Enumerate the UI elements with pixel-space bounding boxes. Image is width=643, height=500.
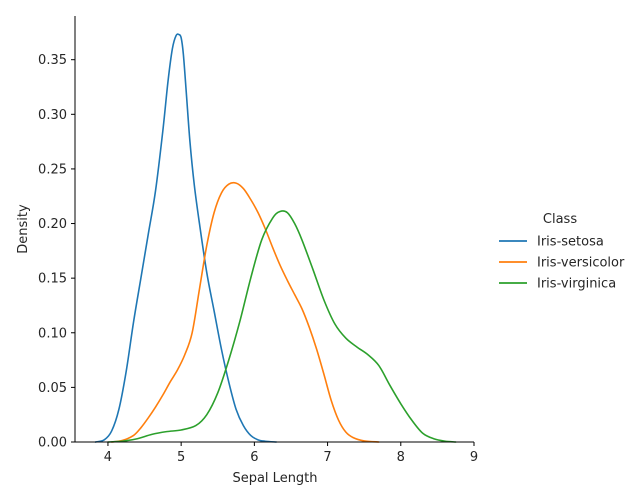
y-tick-label: 0.10 — [38, 326, 67, 341]
series-line-iris-versicolor — [110, 181, 380, 443]
y-tick-label: 0.35 — [38, 53, 67, 68]
series-line-iris-setosa — [94, 33, 278, 443]
x-tick-label: 5 — [177, 450, 185, 465]
legend-label-iris-versicolor: Iris-versicolor — [537, 256, 625, 271]
y-tick-label: 0.25 — [38, 162, 67, 177]
x-tick-label: 6 — [250, 450, 258, 465]
legend-label-iris-virginica: Iris-virginica — [537, 277, 616, 292]
plot-lines — [94, 33, 457, 443]
y-tick-label: 0.00 — [38, 436, 67, 451]
series-line-iris-virginica — [107, 210, 457, 443]
x-tick-label: 7 — [323, 450, 331, 465]
legend-label-iris-setosa: Iris-setosa — [537, 235, 604, 250]
legend-title: Class — [543, 212, 577, 227]
y-tick-label: 0.15 — [38, 272, 67, 287]
x-tick-label: 9 — [470, 450, 478, 465]
axes — [74, 16, 474, 443]
y-tick-label: 0.20 — [38, 217, 67, 232]
x-tick-label: 8 — [397, 450, 405, 465]
y-tick-label: 0.30 — [38, 108, 67, 123]
y-axis-ticks: 0.00 0.05 0.10 0.15 0.20 0.25 0.30 0.35 — [38, 53, 75, 451]
x-tick-label: 4 — [104, 450, 112, 465]
x-axis-ticks: 4 5 6 7 8 9 — [104, 442, 478, 465]
y-axis-label: Density — [16, 204, 31, 254]
y-tick-label: 0.05 — [38, 381, 67, 396]
x-axis-label: Sepal Length — [232, 471, 317, 486]
legend: Class Iris-setosa Iris-versicolor Iris-vir… — [499, 212, 625, 292]
